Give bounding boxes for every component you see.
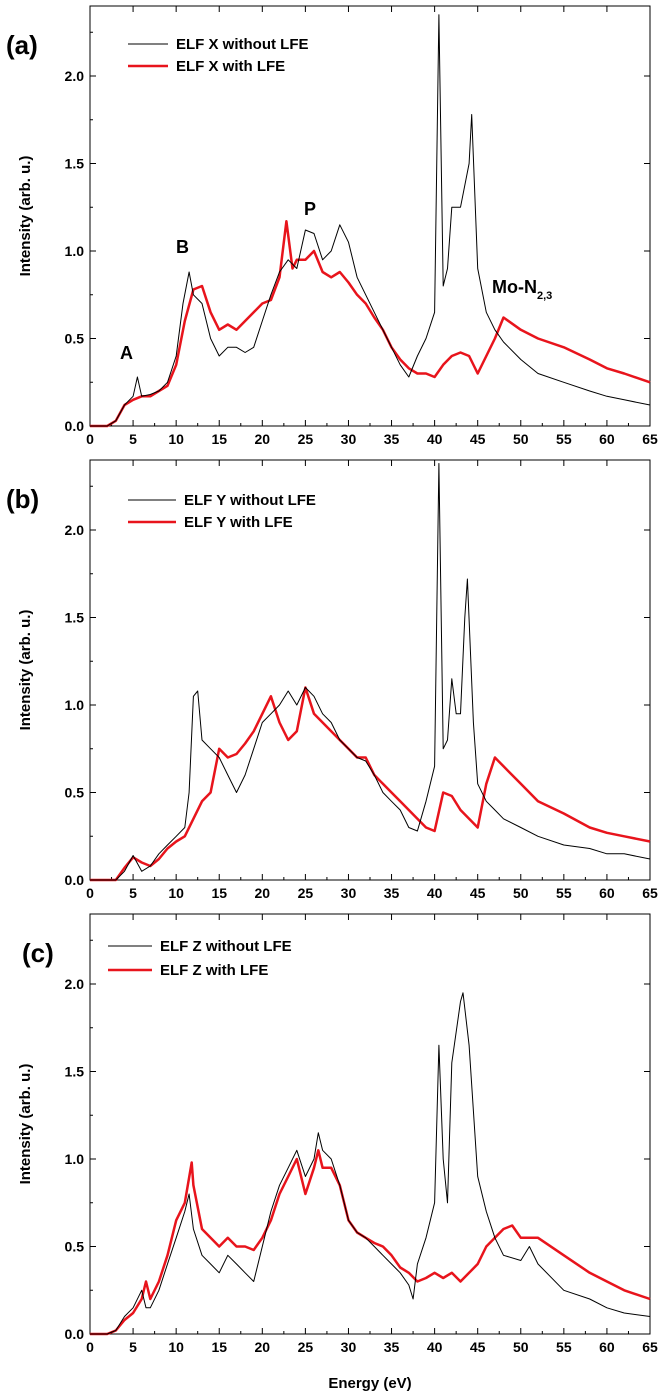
x-tick-label-c-6: 30	[341, 1339, 357, 1355]
x-tick-label-b-11: 55	[556, 885, 572, 901]
y-axis-title-c: Intensity (arb. u.)	[17, 1064, 34, 1185]
x-tick-label-b-10: 50	[513, 885, 529, 901]
y-tick-label-b-4: 2.0	[65, 522, 85, 538]
x-tick-label-b-3: 15	[211, 885, 227, 901]
x-tick-label-b-2: 10	[168, 885, 184, 901]
x-tick-label-b-9: 45	[470, 885, 486, 901]
x-tick-label-c-0: 0	[86, 1339, 94, 1355]
panel-a: 0 5 10 15 20 25 30 35 40 45 50 55 60 65 0.0 0.5 1.0 1.5 2.…	[6, 5, 658, 447]
x-tick-label-c-10: 50	[513, 1339, 529, 1355]
y-tick-label-b-3: 1.5	[65, 610, 85, 626]
x-tick-label-b-13: 65	[642, 885, 658, 901]
x-tick-label-a-13: 65	[642, 431, 658, 447]
legend-label-a-0: ELF X without LFE	[176, 36, 308, 53]
series-line-c-with-lfe	[90, 1149, 651, 1336]
legend-label-c-0: ELF Z without LFE	[160, 938, 292, 955]
annotation-Mo-N-sub: 2,3	[537, 290, 552, 302]
legend-label-c-1: ELF Z with LFE	[160, 962, 268, 979]
series-line-b-with-lfe	[90, 686, 651, 882]
x-tick-label-a-3: 15	[211, 431, 227, 447]
y-axis-title-a: Intensity (arb. u.)	[17, 156, 34, 277]
annotation-A: A	[120, 343, 133, 363]
x-tick-label-a-6: 30	[341, 431, 357, 447]
x-tick-label-b-1: 5	[129, 885, 137, 901]
y-tick-label-a-4: 2.0	[65, 68, 85, 84]
series-line-a-without-lfe	[90, 14, 651, 427]
x-tick-label-c-8: 40	[427, 1339, 443, 1355]
series-line-b-without-lfe	[90, 463, 651, 881]
panel-c: 0 5 10 15 20 25 30 35 40 45 50 55 60 65 0.0 0.5 1.0 1.5 2.…	[17, 913, 658, 1392]
legend-a: ELF X without LFE ELF X with LFE	[128, 36, 308, 75]
x-tick-label-a-7: 35	[384, 431, 400, 447]
y-tick-label-a-3: 1.5	[65, 156, 85, 172]
y-tick-label-b-0: 0.0	[65, 872, 85, 888]
legend-label-b-0: ELF Y without LFE	[184, 492, 316, 509]
x-tick-label-a-4: 20	[255, 431, 271, 447]
annotations-a: A B P Mo-N2,3	[120, 199, 552, 363]
series-b	[90, 463, 651, 882]
y-tick-label-c-3: 1.5	[65, 1064, 85, 1080]
y-tick-label-c-4: 2.0	[65, 976, 85, 992]
x-tick-label-a-11: 55	[556, 431, 572, 447]
y-tick-label-a-1: 0.5	[65, 331, 85, 347]
y-tick-label-c-2: 1.0	[65, 1151, 85, 1167]
legend-b: ELF Y without LFE ELF Y with LFE	[128, 492, 316, 531]
series-c	[90, 992, 651, 1336]
x-tick-label-a-9: 45	[470, 431, 486, 447]
panel-label-a: (a)	[6, 30, 38, 60]
x-tick-label-b-5: 25	[298, 885, 314, 901]
legend-label-b-1: ELF Y with LFE	[184, 514, 293, 531]
x-tick-label-a-8: 40	[427, 431, 443, 447]
x-tick-label-a-2: 10	[168, 431, 184, 447]
x-tick-label-a-10: 50	[513, 431, 529, 447]
y-axis-title-b: Intensity (arb. u.)	[17, 610, 34, 731]
x-tick-label-c-7: 35	[384, 1339, 400, 1355]
x-tick-label-a-12: 60	[599, 431, 615, 447]
y-tick-label-c-0: 0.0	[65, 1326, 85, 1342]
annotation-Mo-N-main: Mo-N	[492, 277, 537, 297]
x-tick-label-b-8: 40	[427, 885, 443, 901]
ticks-c: 0 5 10 15 20 25 30 35 40 45 50 55 60 65 0.0 0.5 1.0 1.5 2.…	[65, 914, 658, 1355]
panel-label-c: (c)	[22, 938, 54, 968]
x-tick-label-b-7: 35	[384, 885, 400, 901]
annotation-Mo-N: Mo-N2,3	[492, 277, 552, 302]
y-tick-label-a-2: 1.0	[65, 243, 85, 259]
x-tick-label-b-0: 0	[86, 885, 94, 901]
legend-c: ELF Z without LFE ELF Z with LFE	[108, 938, 292, 979]
y-tick-label-b-2: 1.0	[65, 697, 85, 713]
panel-label-b: (b)	[6, 484, 39, 514]
series-a	[90, 14, 651, 428]
panel-b: 0 5 10 15 20 25 30 35 40 45 50 55 60 65 0.0 0.5 1.0 1.5 2.…	[6, 459, 658, 901]
x-tick-label-c-12: 60	[599, 1339, 615, 1355]
series-line-c-without-lfe	[90, 992, 651, 1335]
x-tick-label-b-4: 20	[255, 885, 271, 901]
series-line-a-with-lfe	[90, 220, 651, 428]
ticks-b: 0 5 10 15 20 25 30 35 40 45 50 55 60 65 0.0 0.5 1.0 1.5 2.…	[65, 460, 658, 901]
x-tick-label-c-9: 45	[470, 1339, 486, 1355]
y-tick-label-b-1: 0.5	[65, 785, 85, 801]
y-tick-label-a-0: 0.0	[65, 418, 85, 434]
x-tick-label-a-5: 25	[298, 431, 314, 447]
x-tick-label-c-4: 20	[255, 1339, 271, 1355]
x-tick-label-c-11: 55	[556, 1339, 572, 1355]
x-tick-label-c-13: 65	[642, 1339, 658, 1355]
x-tick-label-a-1: 5	[129, 431, 137, 447]
x-tick-label-c-1: 5	[129, 1339, 137, 1355]
x-tick-label-a-0: 0	[86, 431, 94, 447]
x-tick-label-b-12: 60	[599, 885, 615, 901]
x-tick-label-c-2: 10	[168, 1339, 184, 1355]
x-axis-title-c: Energy (eV)	[328, 1375, 411, 1392]
y-tick-label-c-1: 0.5	[65, 1239, 85, 1255]
annotation-P: P	[304, 199, 316, 219]
ticks-a: 0 5 10 15 20 25 30 35 40 45 50 55 60 65 0.0 0.5 1.0 1.5 2.…	[65, 6, 658, 447]
annotation-B: B	[176, 237, 189, 257]
x-tick-label-c-3: 15	[211, 1339, 227, 1355]
legend-label-a-1: ELF X with LFE	[176, 58, 285, 75]
x-tick-label-c-5: 25	[298, 1339, 314, 1355]
x-tick-label-b-6: 30	[341, 885, 357, 901]
